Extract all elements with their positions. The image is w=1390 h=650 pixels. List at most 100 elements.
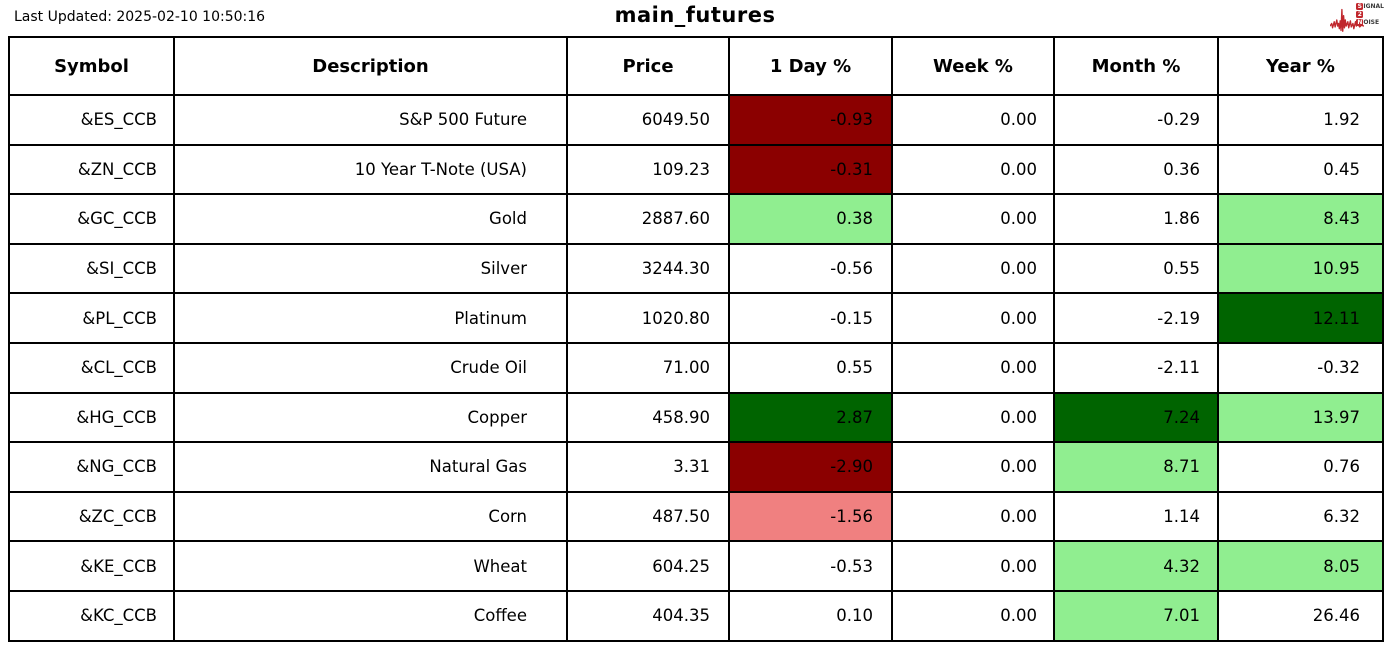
last-updated-label: Last Updated: 2025-02-10 10:50:16 xyxy=(14,9,266,25)
table-row: &ZN_CCB 10 Year T-Note (USA) 109.23 -0.31 0.… xyxy=(8,143,1384,196)
cell-description: Wheat xyxy=(173,540,568,592)
cell-symbol: &KC_CCB xyxy=(8,589,175,642)
table-row: &ES_CCB S&P 500 Future 6049.50 -0.93 0.00 -0.… xyxy=(8,94,1384,146)
cell-week_pct: 0.00 xyxy=(891,540,1055,592)
logo-text-oise: OISE xyxy=(1363,18,1380,26)
cell-year_pct: 0.45 xyxy=(1217,143,1384,196)
cell-week_pct: 0.00 xyxy=(891,490,1055,543)
cell-week_pct: 0.00 xyxy=(891,292,1055,344)
cell-price: 3244.30 xyxy=(566,242,730,295)
cell-symbol: &CL_CCB xyxy=(8,341,175,394)
cell-description: Gold xyxy=(173,193,568,245)
cell-day_pct: -0.31 xyxy=(728,143,893,196)
cell-price: 71.00 xyxy=(566,341,730,394)
cell-day_pct: -0.15 xyxy=(728,292,893,344)
cell-month_pct: 0.36 xyxy=(1053,143,1219,196)
cell-week_pct: 0.00 xyxy=(891,242,1055,295)
table-row: &PL_CCB Platinum 1020.80 -0.15 0.00 -2.19 12.1… xyxy=(8,292,1384,344)
cell-month_pct: 8.71 xyxy=(1053,441,1219,493)
cell-week_pct: 0.00 xyxy=(891,94,1055,146)
cell-day_pct: 2.87 xyxy=(728,391,893,444)
cell-description: Silver xyxy=(173,242,568,295)
cell-price: 109.23 xyxy=(566,143,730,196)
table-body: &ES_CCB S&P 500 Future 6049.50 -0.93 0.00 -0.… xyxy=(8,94,1384,642)
cell-year_pct: 26.46 xyxy=(1217,589,1384,642)
table-row: &KC_CCB Coffee 404.35 0.10 0.00 7.01 26.46 xyxy=(8,589,1384,642)
page-title: main_futures xyxy=(614,3,776,27)
cell-description: 10 Year T-Note (USA) xyxy=(173,143,568,196)
futures-table: Symbol Description Price 1 Day % Week % Month… xyxy=(8,36,1384,642)
cell-price: 487.50 xyxy=(566,490,730,543)
cell-description: Corn xyxy=(173,490,568,543)
cell-price: 3.31 xyxy=(566,441,730,493)
cell-symbol: &PL_CCB xyxy=(8,292,175,344)
cell-week_pct: 0.00 xyxy=(891,341,1055,394)
column-header-day_pct: 1 Day % xyxy=(728,36,893,96)
cell-month_pct: 0.55 xyxy=(1053,242,1219,295)
table-row: &ZC_CCB Corn 487.50 -1.56 0.00 1.14 6.32 xyxy=(8,490,1384,543)
column-header-price: Price xyxy=(566,36,730,96)
cell-month_pct: 1.86 xyxy=(1053,193,1219,245)
table-row: &SI_CCB Silver 3244.30 -0.56 0.00 0.55 10.95 xyxy=(8,242,1384,295)
table-row: &KE_CCB Wheat 604.25 -0.53 0.00 4.32 8.05 xyxy=(8,540,1384,592)
cell-month_pct: 7.01 xyxy=(1053,589,1219,642)
logo-badge-n: N xyxy=(1356,19,1364,26)
table-row: &HG_CCB Copper 458.90 2.87 0.00 7.24 13.97 xyxy=(8,391,1384,444)
cell-year_pct: -0.32 xyxy=(1217,341,1384,394)
logo-text-ignal: IGNAL xyxy=(1363,2,1384,10)
column-header-description: Description xyxy=(173,36,568,96)
cell-week_pct: 0.00 xyxy=(891,143,1055,196)
cell-month_pct: -0.29 xyxy=(1053,94,1219,146)
cell-year_pct: 6.32 xyxy=(1217,490,1384,543)
logo-wordmark: S IGNAL 2 N OISE xyxy=(1356,3,1384,26)
cell-month_pct: -2.11 xyxy=(1053,341,1219,394)
cell-month_pct: 1.14 xyxy=(1053,490,1219,543)
cell-price: 6049.50 xyxy=(566,94,730,146)
cell-price: 2887.60 xyxy=(566,193,730,245)
cell-year_pct: 8.05 xyxy=(1217,540,1384,592)
cell-year_pct: 1.92 xyxy=(1217,94,1384,146)
cell-symbol: &ZN_CCB xyxy=(8,143,175,196)
cell-year_pct: 8.43 xyxy=(1217,193,1384,245)
column-header-week_pct: Week % xyxy=(891,36,1055,96)
logo-badge-s: S xyxy=(1356,3,1364,10)
cell-symbol: &ZC_CCB xyxy=(8,490,175,543)
table-header-row: Symbol Description Price 1 Day % Week % Month… xyxy=(8,36,1384,96)
cell-month_pct: -2.19 xyxy=(1053,292,1219,344)
table-row: &GC_CCB Gold 2887.60 0.38 0.00 1.86 8.43 xyxy=(8,193,1384,245)
cell-day_pct: 0.38 xyxy=(728,193,893,245)
cell-day_pct: -1.56 xyxy=(728,490,893,543)
cell-day_pct: 0.10 xyxy=(728,589,893,642)
column-header-year_pct: Year % xyxy=(1217,36,1384,96)
cell-symbol: &KE_CCB xyxy=(8,540,175,592)
cell-symbol: &ES_CCB xyxy=(8,94,175,146)
cell-price: 1020.80 xyxy=(566,292,730,344)
cell-price: 604.25 xyxy=(566,540,730,592)
logo-badge-2: 2 xyxy=(1356,11,1364,18)
cell-week_pct: 0.00 xyxy=(891,589,1055,642)
cell-symbol: &GC_CCB xyxy=(8,193,175,245)
column-header-month_pct: Month % xyxy=(1053,36,1219,96)
cell-year_pct: 13.97 xyxy=(1217,391,1384,444)
cell-description: Copper xyxy=(173,391,568,444)
cell-month_pct: 7.24 xyxy=(1053,391,1219,444)
cell-day_pct: 0.55 xyxy=(728,341,893,394)
cell-day_pct: -0.53 xyxy=(728,540,893,592)
cell-description: Coffee xyxy=(173,589,568,642)
cell-week_pct: 0.00 xyxy=(891,391,1055,444)
cell-month_pct: 4.32 xyxy=(1053,540,1219,592)
cell-day_pct: -0.93 xyxy=(728,94,893,146)
table-row: &NG_CCB Natural Gas 3.31 -2.90 0.00 8.71 0.76 xyxy=(8,441,1384,493)
cell-symbol: &HG_CCB xyxy=(8,391,175,444)
cell-year_pct: 10.95 xyxy=(1217,242,1384,295)
cell-description: Natural Gas xyxy=(173,441,568,493)
cell-year_pct: 0.76 xyxy=(1217,441,1384,493)
table-row: &CL_CCB Crude Oil 71.00 0.55 0.00 -2.11 -0.32 xyxy=(8,341,1384,394)
cell-week_pct: 0.00 xyxy=(891,193,1055,245)
cell-price: 404.35 xyxy=(566,589,730,642)
cell-symbol: &SI_CCB xyxy=(8,242,175,295)
cell-description: Platinum xyxy=(173,292,568,344)
cell-day_pct: -0.56 xyxy=(728,242,893,295)
cell-day_pct: -2.90 xyxy=(728,441,893,493)
